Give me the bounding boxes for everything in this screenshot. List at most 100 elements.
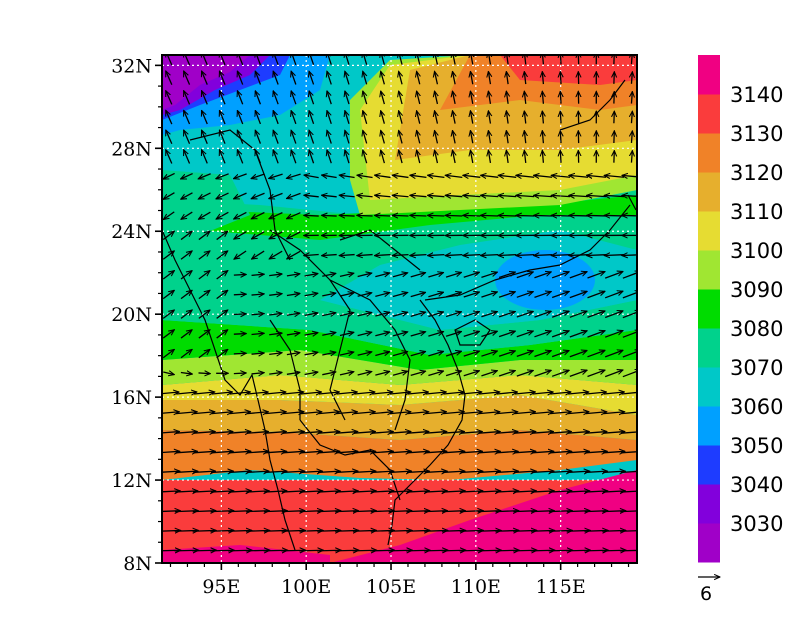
- wind-vector: [286, 313, 300, 315]
- wind-vector: [216, 211, 229, 219]
- wind-vector: [534, 292, 551, 299]
- wind-vector: [251, 173, 265, 179]
- wind-vector: [180, 231, 192, 241]
- colorbar-swatch: [698, 94, 720, 134]
- wind-vector: [445, 255, 463, 256]
- wind-vector: [602, 511, 625, 512]
- wind-vector: [585, 451, 607, 452]
- wind-vector: [299, 511, 323, 512]
- wind-vector: [210, 511, 234, 512]
- wind-vector: [410, 371, 426, 377]
- wind-vector: [363, 150, 367, 164]
- colorbar-swatch: [698, 172, 720, 212]
- colorbar-label: 3140: [730, 83, 783, 107]
- wind-vector: [339, 293, 354, 296]
- wind-vector: [286, 173, 301, 178]
- colorbar-swatch: [698, 211, 720, 251]
- longitude-axis: 95E 100E 105E 110E 115E: [169, 563, 630, 598]
- wind-vector: [163, 372, 174, 375]
- wind-vector: [165, 91, 173, 105]
- wind-vector: [532, 432, 553, 434]
- wind-vector: [286, 293, 300, 295]
- wind-vector: [327, 111, 332, 125]
- colorbar-label: 3040: [730, 473, 783, 497]
- wind-vector: [317, 471, 340, 472]
- coast-east-china: [559, 79, 626, 131]
- wind-vector: [622, 215, 637, 216]
- wind-vector: [228, 471, 251, 472]
- wind-vector: [567, 451, 590, 452]
- wind-vector: [309, 91, 315, 105]
- wind-vector: [162, 392, 179, 394]
- wind-vector: [381, 55, 385, 65]
- wind-vector: [631, 131, 632, 143]
- wind-vector: [281, 511, 305, 512]
- wind-vector: [300, 471, 322, 472]
- wind-vector: [498, 175, 517, 177]
- wind-vector: [389, 451, 411, 452]
- wind-vector: [399, 111, 402, 124]
- wind-vector: [445, 351, 461, 357]
- wind-vector: [604, 291, 623, 299]
- wind-vector: [442, 511, 465, 512]
- wind-vector: [567, 432, 589, 434]
- lon-tick-label: 95E: [202, 576, 240, 598]
- wind-vector: [516, 175, 535, 177]
- wind-vector: [463, 195, 481, 196]
- wind-vector: [327, 130, 332, 144]
- wind-vector: [229, 412, 251, 414]
- wind-vector: [620, 490, 637, 493]
- wind-vector: [470, 91, 472, 105]
- border-5: [339, 229, 421, 271]
- hainan-island: [454, 319, 491, 346]
- wind-vector: [496, 412, 518, 414]
- wind-vector: [375, 175, 391, 177]
- wind-vector: [461, 392, 482, 394]
- wind-vector: [193, 471, 215, 472]
- colorbar-swatch: [698, 484, 720, 524]
- wind-vector: [587, 175, 607, 177]
- wind-vector: [587, 195, 607, 196]
- wind-vector: [478, 412, 500, 414]
- wind-vector: [251, 211, 265, 220]
- wind-vector: [269, 250, 283, 259]
- wind-vector: [445, 371, 461, 377]
- wind-vector: [246, 491, 269, 492]
- wind-vector: [180, 349, 192, 359]
- wind-vector: [435, 111, 438, 124]
- wind-vector: [585, 392, 607, 394]
- wind-vector: [309, 55, 315, 65]
- wind-vector: [406, 491, 430, 492]
- wind-vector: [198, 330, 210, 339]
- wind-vector: [542, 131, 543, 144]
- wind-vector: [287, 212, 301, 220]
- wind-vector: [560, 72, 561, 85]
- wind-vector: [251, 231, 265, 239]
- wind-vector: [406, 511, 430, 512]
- wind-vector: [309, 111, 315, 125]
- wind-vector: [452, 111, 455, 124]
- wind-vector: [273, 150, 279, 164]
- wind-vector: [392, 273, 408, 278]
- wind-vector: [353, 511, 376, 512]
- wind-vector: [318, 412, 340, 414]
- wind-vector: [265, 392, 286, 394]
- wind-vector: [603, 451, 625, 452]
- wind-vector: [211, 451, 233, 452]
- wind-vector: [198, 349, 210, 359]
- wind-vector: [322, 175, 337, 177]
- wind-vector: [410, 215, 427, 216]
- colorbar-label: 3060: [730, 395, 783, 419]
- wind-vector: [506, 91, 508, 104]
- wind-vector: [496, 451, 518, 452]
- wind-vector: [233, 274, 246, 275]
- wind-vector: [425, 412, 446, 414]
- wind-vector: [336, 412, 357, 414]
- wind-vector: [496, 432, 517, 434]
- wind-vector: [410, 332, 426, 337]
- wind-vector: [287, 250, 301, 259]
- wind-vector: [410, 195, 427, 196]
- wind-vector: [549, 471, 571, 472]
- wind-vector: [496, 471, 518, 472]
- wind-vector: [357, 332, 372, 335]
